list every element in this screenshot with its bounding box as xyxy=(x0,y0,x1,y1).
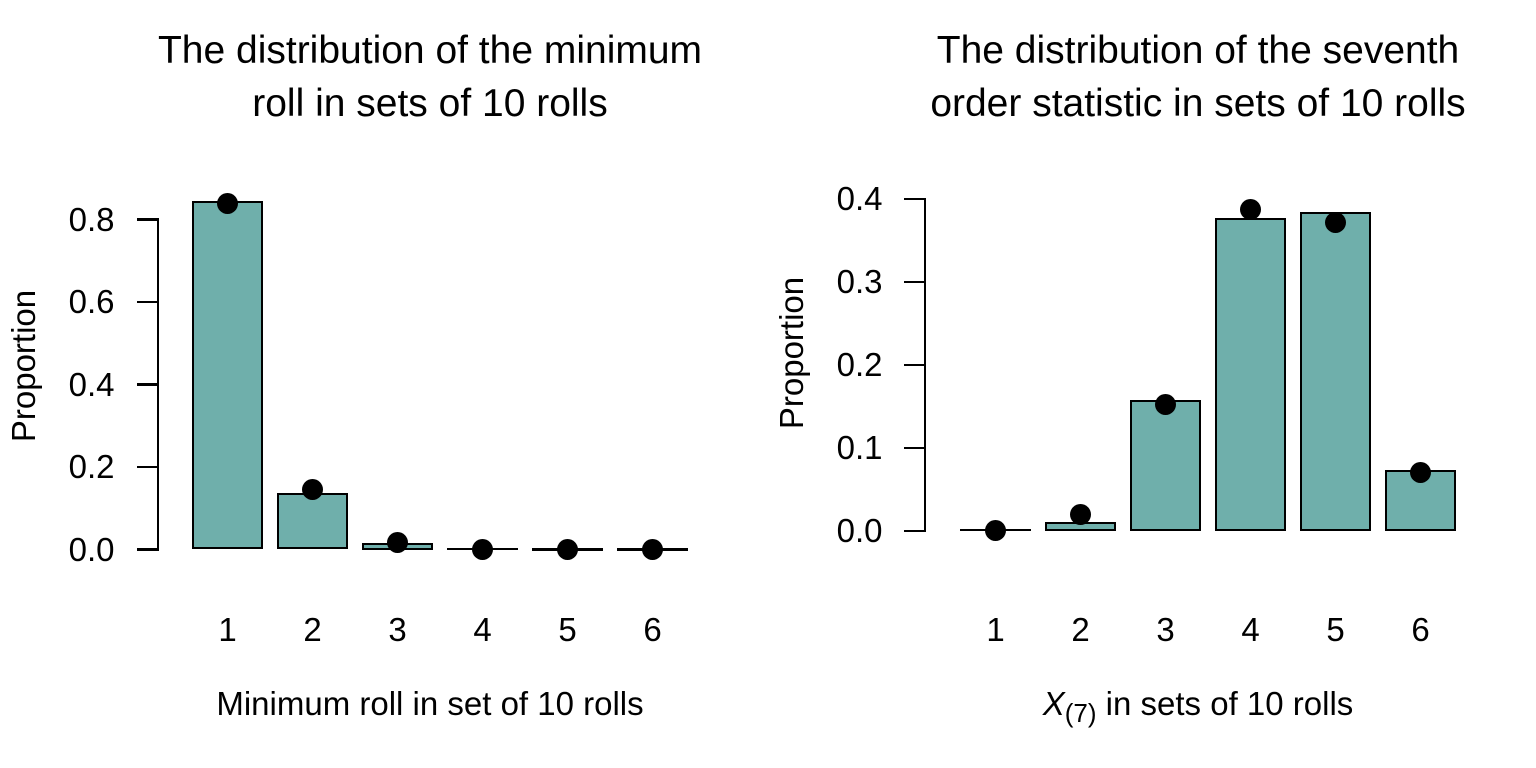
y-tick xyxy=(904,197,924,200)
x-category-label: 3 xyxy=(388,611,407,648)
dot xyxy=(387,532,408,554)
y-tick xyxy=(904,446,924,449)
x-axis-label-variable: X xyxy=(1042,685,1065,722)
dot xyxy=(985,519,1006,541)
x-axis-label-suffix: in sets of 10 rolls xyxy=(1096,685,1354,722)
chart-title-line-1: The distribution of the seventh xyxy=(936,29,1460,72)
x-category-label: 1 xyxy=(986,611,1005,648)
bar xyxy=(277,493,348,550)
y-tick-label: 0.4 xyxy=(68,365,115,403)
dot xyxy=(1410,462,1431,484)
bar xyxy=(1130,399,1201,531)
x-axis-label: Minimum roll in set of 10 rolls xyxy=(216,685,644,722)
y-tick-label: 0.0 xyxy=(68,530,115,568)
y-tick xyxy=(137,218,157,221)
chart-title-line-2: order statistic in sets of 10 rolls xyxy=(930,82,1466,125)
x-category-label: 5 xyxy=(558,611,577,648)
y-axis-line xyxy=(156,218,159,551)
y-tick xyxy=(904,529,924,532)
y-axis-label: Proportion xyxy=(5,289,42,443)
bar xyxy=(1300,211,1371,531)
dot xyxy=(302,479,323,501)
dot xyxy=(1325,212,1346,234)
y-tick xyxy=(137,383,157,386)
y-tick xyxy=(137,548,157,551)
x-category-label: 6 xyxy=(1411,611,1430,648)
y-tick xyxy=(137,300,157,304)
dot xyxy=(557,538,578,560)
x-category-label: 4 xyxy=(1241,611,1260,648)
y-tick-label: 0.1 xyxy=(836,428,883,466)
x-category-label: 1 xyxy=(218,611,237,648)
y-tick-label: 0.4 xyxy=(836,179,883,217)
x-axis-label: X(7) in sets of 10 rolls xyxy=(818,684,1536,733)
y-tick xyxy=(137,465,157,469)
y-tick xyxy=(904,363,924,366)
dot xyxy=(472,538,493,560)
y-tick-label: 0.6 xyxy=(68,283,115,320)
x-category-label: 5 xyxy=(1326,611,1345,648)
y-tick xyxy=(904,280,924,283)
y-tick-label: 0.0 xyxy=(836,511,883,549)
chart-title-line-2: roll in sets of 10 rolls xyxy=(252,82,608,125)
dot xyxy=(217,193,238,215)
y-axis-label: Proportion xyxy=(773,276,810,430)
y-axis-line xyxy=(923,197,926,532)
x-category-label: 2 xyxy=(303,611,322,648)
y-tick-label: 0.8 xyxy=(68,200,115,238)
y-tick-label: 0.2 xyxy=(836,345,883,383)
x-category-label: 2 xyxy=(1071,611,1090,648)
dot xyxy=(1240,198,1261,220)
dot xyxy=(642,539,663,560)
x-category-label: 4 xyxy=(473,611,492,648)
x-category-label: 6 xyxy=(643,611,662,648)
dot xyxy=(1070,504,1091,526)
y-tick-label: 0.3 xyxy=(836,262,883,300)
y-tick-label: 0.2 xyxy=(68,448,115,485)
bar xyxy=(192,200,263,550)
bar xyxy=(1215,217,1286,531)
x-category-label: 3 xyxy=(1156,611,1175,648)
dot xyxy=(1155,393,1176,415)
chart-title-line-1: The distribution of the minimum xyxy=(157,29,703,72)
x-axis-label-subscript: (7) xyxy=(1064,698,1097,728)
